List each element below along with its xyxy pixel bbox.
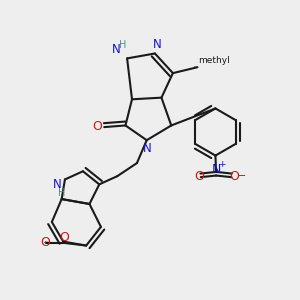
Text: O: O <box>40 236 50 249</box>
Text: N: N <box>53 178 62 191</box>
Text: O: O <box>230 170 239 183</box>
Text: O: O <box>92 120 102 133</box>
Text: H: H <box>58 188 65 197</box>
Text: O: O <box>60 230 70 244</box>
Text: H: H <box>119 40 127 50</box>
Text: N: N <box>212 163 221 176</box>
Text: methyl: methyl <box>194 65 199 67</box>
Text: N: N <box>153 38 162 51</box>
Text: methyl: methyl <box>198 56 230 64</box>
Text: +: + <box>218 160 226 169</box>
Text: N: N <box>143 142 152 155</box>
Text: N: N <box>112 43 121 56</box>
Text: methoxy: methoxy <box>45 241 52 242</box>
Text: methoxy: methoxy <box>44 242 51 243</box>
Text: O: O <box>194 170 204 183</box>
Text: −: − <box>237 171 246 181</box>
